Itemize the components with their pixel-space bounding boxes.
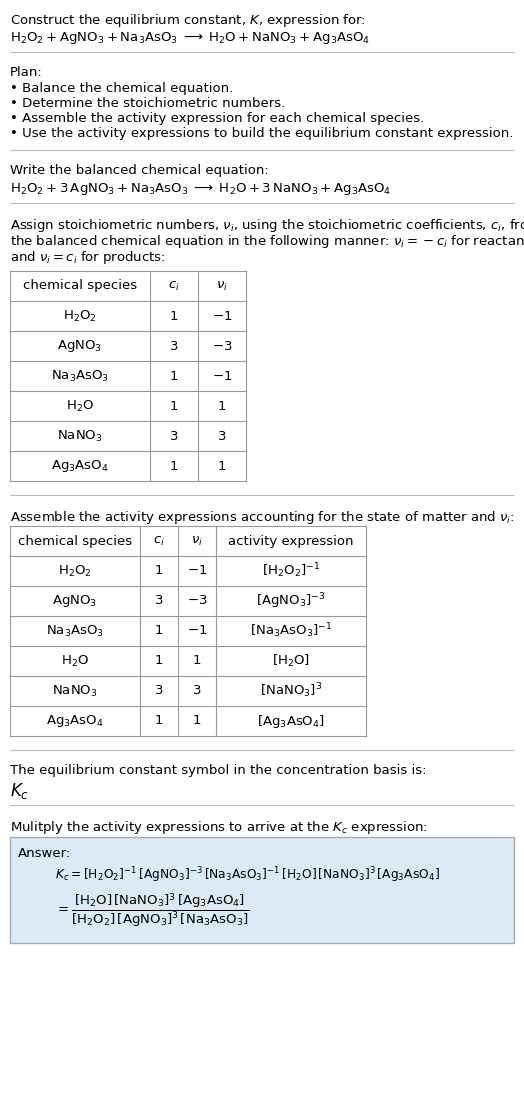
Text: $\mathrm{NaNO_3}$: $\mathrm{NaNO_3}$ <box>52 683 98 699</box>
FancyBboxPatch shape <box>10 837 514 943</box>
Text: $\mathrm{Ag_3AsO_4}$: $\mathrm{Ag_3AsO_4}$ <box>51 459 109 474</box>
Text: $\mathrm{Ag_3AsO_4}$: $\mathrm{Ag_3AsO_4}$ <box>46 713 104 730</box>
Text: chemical species: chemical species <box>18 534 132 547</box>
Text: Assemble the activity expressions accounting for the state of matter and $\nu_i$: Assemble the activity expressions accoun… <box>10 509 515 525</box>
Text: $-1$: $-1$ <box>187 624 207 637</box>
Text: $1$: $1$ <box>192 655 202 667</box>
Text: $1$: $1$ <box>192 714 202 727</box>
Text: $\mathrm{AgNO_3}$: $\mathrm{AgNO_3}$ <box>52 593 97 609</box>
Text: The equilibrium constant symbol in the concentration basis is:: The equilibrium constant symbol in the c… <box>10 764 427 777</box>
Text: 3: 3 <box>170 339 178 352</box>
Text: • Assemble the activity expression for each chemical species.: • Assemble the activity expression for e… <box>10 112 424 125</box>
Text: $= \dfrac{[\mathrm{H_2O}]\,[\mathrm{NaNO_3}]^3\,[\mathrm{Ag_3AsO_4}]}{[\mathrm{H: $= \dfrac{[\mathrm{H_2O}]\,[\mathrm{NaNO… <box>55 891 249 929</box>
Text: $\nu_i$: $\nu_i$ <box>191 534 203 547</box>
Text: $\mathrm{H_2O}$: $\mathrm{H_2O}$ <box>61 654 89 668</box>
Text: $\mathrm{Na_3AsO_3}$: $\mathrm{Na_3AsO_3}$ <box>46 623 104 638</box>
Text: $[\mathrm{Ag_3AsO_4}]$: $[\mathrm{Ag_3AsO_4}]$ <box>257 712 325 730</box>
Text: $1$: $1$ <box>217 460 226 473</box>
Text: 1: 1 <box>155 624 163 637</box>
Text: Write the balanced chemical equation:: Write the balanced chemical equation: <box>10 163 269 177</box>
Text: $\mathrm{H_2O}$: $\mathrm{H_2O}$ <box>66 398 94 414</box>
Text: $3$: $3$ <box>217 430 227 442</box>
Text: 1: 1 <box>155 565 163 577</box>
Text: 1: 1 <box>170 370 178 383</box>
Text: $\nu_i$: $\nu_i$ <box>216 280 228 293</box>
Text: $-1$: $-1$ <box>187 565 207 577</box>
Text: $K_c$: $K_c$ <box>10 781 29 801</box>
Text: and $\nu_i = c_i$ for products:: and $\nu_i = c_i$ for products: <box>10 249 166 265</box>
Text: $[\mathrm{AgNO_3}]^{-3}$: $[\mathrm{AgNO_3}]^{-3}$ <box>256 591 326 611</box>
Text: $3$: $3$ <box>192 685 202 698</box>
Text: Answer:: Answer: <box>18 847 71 860</box>
Text: • Determine the stoichiometric numbers.: • Determine the stoichiometric numbers. <box>10 97 285 110</box>
Text: $K_c = [\mathrm{H_2O_2}]^{-1}\,[\mathrm{AgNO_3}]^{-3}\,[\mathrm{Na_3AsO_3}]^{-1}: $K_c = [\mathrm{H_2O_2}]^{-1}\,[\mathrm{… <box>55 866 440 884</box>
Text: $\mathrm{NaNO_3}$: $\mathrm{NaNO_3}$ <box>57 429 103 443</box>
Text: • Use the activity expressions to build the equilibrium constant expression.: • Use the activity expressions to build … <box>10 127 514 140</box>
Text: the balanced chemical equation in the following manner: $\nu_i = -c_i$ for react: the balanced chemical equation in the fo… <box>10 233 524 250</box>
Text: • Balance the chemical equation.: • Balance the chemical equation. <box>10 82 233 95</box>
Text: $-1$: $-1$ <box>212 370 232 383</box>
Text: chemical species: chemical species <box>23 280 137 293</box>
Text: 1: 1 <box>155 655 163 667</box>
Text: Assign stoichiometric numbers, $\nu_i$, using the stoichiometric coefficients, $: Assign stoichiometric numbers, $\nu_i$, … <box>10 217 524 234</box>
Text: $-3$: $-3$ <box>212 339 232 352</box>
Text: $\mathrm{H_2O_2}$: $\mathrm{H_2O_2}$ <box>58 564 92 578</box>
Text: activity expression: activity expression <box>228 534 354 547</box>
Text: 1: 1 <box>170 309 178 323</box>
Text: $\mathrm{Na_3AsO_3}$: $\mathrm{Na_3AsO_3}$ <box>51 369 109 384</box>
Text: $c_i$: $c_i$ <box>153 534 165 547</box>
Text: $-1$: $-1$ <box>212 309 232 323</box>
Text: $[\mathrm{NaNO_3}]^3$: $[\mathrm{NaNO_3}]^3$ <box>260 681 322 700</box>
Text: Plan:: Plan: <box>10 66 43 79</box>
Text: 3: 3 <box>155 685 163 698</box>
Text: $-3$: $-3$ <box>187 595 207 608</box>
Text: $[\mathrm{Na_3AsO_3}]^{-1}$: $[\mathrm{Na_3AsO_3}]^{-1}$ <box>250 622 332 641</box>
Text: $\mathrm{H_2O_2 + 3\,AgNO_3 + Na_3AsO_3 \;\longrightarrow\; H_2O + 3\,NaNO_3 + A: $\mathrm{H_2O_2 + 3\,AgNO_3 + Na_3AsO_3 … <box>10 181 391 197</box>
Text: $[\mathrm{H_2O_2}]^{-1}$: $[\mathrm{H_2O_2}]^{-1}$ <box>262 562 320 580</box>
Text: 3: 3 <box>170 430 178 442</box>
Text: 1: 1 <box>155 714 163 727</box>
Text: $\mathrm{H_2O_2}$: $\mathrm{H_2O_2}$ <box>63 308 97 324</box>
Text: $\mathrm{AgNO_3}$: $\mathrm{AgNO_3}$ <box>58 338 103 354</box>
Text: $1$: $1$ <box>217 399 226 412</box>
Text: 3: 3 <box>155 595 163 608</box>
Text: 1: 1 <box>170 460 178 473</box>
Text: $\mathrm{H_2O_2 + AgNO_3 + Na_3AsO_3 \;\longrightarrow\; H_2O + NaNO_3 + Ag_3AsO: $\mathrm{H_2O_2 + AgNO_3 + Na_3AsO_3 \;\… <box>10 30 370 46</box>
Text: $[\mathrm{H_2O}]$: $[\mathrm{H_2O}]$ <box>272 653 310 669</box>
Text: Mulitply the activity expressions to arrive at the $K_c$ expression:: Mulitply the activity expressions to arr… <box>10 819 428 836</box>
Text: Construct the equilibrium constant, $K$, expression for:: Construct the equilibrium constant, $K$,… <box>10 12 366 29</box>
Text: 1: 1 <box>170 399 178 412</box>
Text: $c_i$: $c_i$ <box>168 280 180 293</box>
